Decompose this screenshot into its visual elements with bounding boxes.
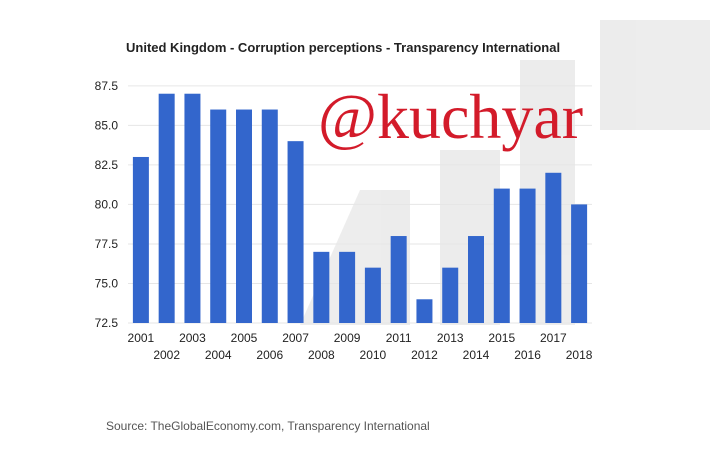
x-tick-label: 2007 (282, 331, 309, 345)
bar-2008 (313, 251, 330, 323)
x-tick-label: 2001 (128, 331, 155, 345)
y-tick-label: 75.0 (95, 276, 119, 290)
x-tick-label: 2002 (153, 348, 180, 362)
bar-2009 (339, 251, 356, 323)
x-axis-ticks: 2001 2002 2003 2004 2005 2006 2007 2008 2009 2010… (128, 331, 593, 362)
x-tick-label: 2015 (488, 331, 515, 345)
bars (132, 93, 588, 323)
bar-2005 (236, 109, 252, 323)
y-tick-label: 72.5 (95, 316, 119, 330)
bar-2003 (184, 93, 201, 323)
bar-2010 (364, 267, 381, 323)
bar-2001 (132, 156, 149, 323)
watermark-text: @kuchyar (318, 81, 583, 152)
bar-2018 (571, 204, 588, 323)
x-tick-label: 2018 (566, 348, 593, 362)
x-tick-label: 2008 (308, 348, 335, 362)
bar-2006 (261, 109, 278, 323)
x-tick-label: 2011 (386, 331, 412, 345)
bar-2011 (390, 236, 407, 323)
bar-2017 (545, 172, 562, 323)
x-tick-label: 2004 (205, 348, 232, 362)
x-tick-label: 2016 (514, 348, 541, 362)
y-axis-ticks: 72.5 75.0 77.5 80.0 82.5 85.0 87.5 (95, 79, 119, 330)
y-tick-label: 80.0 (95, 197, 119, 211)
x-tick-label: 2010 (360, 348, 387, 362)
y-tick-label: 85.0 (95, 118, 119, 132)
x-tick-label: 2006 (256, 348, 283, 362)
x-tick-label: 2017 (540, 331, 567, 345)
bar-2016 (519, 188, 536, 323)
x-tick-label: 2005 (231, 331, 258, 345)
chart-title: United Kingdom - Corruption perceptions … (126, 40, 560, 55)
y-tick-label: 82.5 (95, 158, 119, 172)
y-tick-label: 87.5 (95, 79, 119, 93)
x-tick-label: 2012 (411, 348, 438, 362)
x-tick-label: 2009 (334, 331, 361, 345)
y-tick-label: 77.5 (95, 237, 119, 251)
bar-2004 (210, 109, 227, 323)
bar-2002 (158, 93, 175, 323)
x-tick-label: 2013 (437, 331, 464, 345)
source-note: Source: TheGlobalEconomy.com, Transparen… (106, 419, 430, 433)
x-tick-label: 2014 (463, 348, 490, 362)
bar-2014 (468, 236, 484, 323)
bar-2015 (493, 188, 510, 323)
x-tick-label: 2003 (179, 331, 206, 345)
grid-lines (128, 85, 592, 324)
bar-2012 (416, 299, 433, 323)
bar-2007 (287, 141, 304, 323)
bar-2013 (442, 267, 459, 323)
